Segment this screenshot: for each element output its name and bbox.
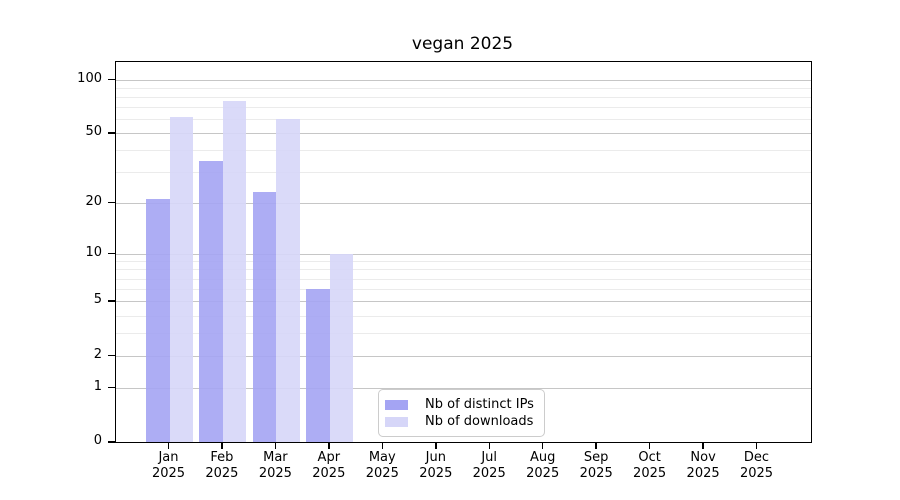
x-axis-tick-mark-nov (702, 442, 704, 449)
x-axis-tick-label-feb: Feb 2025 (205, 450, 239, 481)
y-axis-tick-mark-50 (108, 132, 115, 134)
y-axis-tick-label-50: 50 (85, 124, 102, 140)
x-axis-tick-label-dec: Dec 2025 (739, 450, 774, 481)
y-axis-tick-label-10: 10 (85, 244, 102, 260)
y-axis-tick-mark-10 (108, 252, 115, 255)
gridline-y-1 (116, 387, 811, 389)
gridline-y-3 (116, 333, 811, 335)
bar-nb-of-downloads-jan (169, 116, 193, 442)
gridline-y-80 (116, 96, 811, 98)
bar-nb-of-downloads-mar (276, 119, 300, 442)
chart-title: vegan 2025 (411, 34, 514, 54)
x-axis-tick-mark-jun (435, 442, 437, 449)
x-axis-tick-mark-may (381, 442, 384, 449)
gridline-y-70 (116, 107, 811, 109)
legend-item-downloads: Nb of downloads (385, 413, 544, 430)
x-axis-tick-mark-mar (274, 442, 277, 449)
x-axis-tick-mark-sep (595, 442, 597, 449)
gridline-y-60 (116, 119, 811, 121)
y-axis-tick-label-2: 2 (93, 346, 102, 362)
y-axis-tick-mark-0 (108, 441, 115, 443)
y-axis-tick-label-0: 0 (93, 433, 102, 448)
x-axis-tick-label-oct: Oct 2025 (633, 450, 667, 481)
x-axis-tick-label-aug: Aug 2025 (526, 450, 560, 481)
x-axis-tick-label-jun: Jun 2025 (419, 450, 453, 481)
gridline-y-30 (116, 172, 811, 174)
legend-swatch-downloads (385, 416, 408, 427)
y-axis-tick-mark-1 (108, 386, 115, 389)
bar-nb-of-downloads-feb (222, 100, 247, 442)
x-axis-tick-mark-jul (488, 442, 490, 449)
gridline-y-20 (116, 202, 811, 204)
gridline-y-10 (116, 253, 811, 255)
gridline-y-2 (116, 355, 811, 357)
y-axis-tick-mark-5 (108, 300, 115, 302)
gridline-y-90 (116, 87, 811, 89)
x-axis-tick-label-apr: Apr 2025 (312, 450, 346, 481)
x-axis-tick-mark-aug (541, 442, 544, 449)
y-axis-tick-label-1: 1 (93, 378, 102, 394)
x-axis-tick-mark-feb (221, 442, 223, 449)
legend: Nb of distinct IPs Nb of downloads (378, 389, 545, 437)
y-axis-tick-mark-100 (108, 78, 115, 80)
x-axis-tick-label-jan: Jan 2025 (151, 450, 186, 481)
x-axis-tick-label-jul: Jul 2025 (472, 450, 506, 481)
x-axis-tick-label-mar: Mar 2025 (258, 450, 292, 481)
x-axis-tick-mark-oct (648, 442, 651, 449)
x-axis-tick-mark-jan (167, 442, 170, 449)
gridline-y-5 (116, 301, 811, 303)
y-axis-tick-label-5: 5 (93, 292, 102, 308)
y-axis-tick-label-20: 20 (85, 193, 102, 209)
plot-area (115, 61, 812, 443)
x-axis-tick-label-nov: Nov 2025 (686, 450, 720, 481)
gridline-y-40 (116, 150, 811, 152)
gridline-y-50 (116, 133, 811, 135)
x-axis-tick-label-may: May 2025 (365, 450, 399, 481)
legend-label-distinct-ips: Nb of distinct IPs (425, 397, 534, 412)
y-axis-tick-mark-20 (108, 201, 115, 204)
gridline-y-7 (116, 278, 811, 280)
bar-nb-of-distinct-ips-apr (306, 289, 330, 442)
legend-item-distinct-ips: Nb of distinct IPs (385, 396, 544, 413)
gridline-y-6 (116, 289, 811, 291)
bar-nb-of-distinct-ips-jan (146, 199, 170, 442)
legend-label-downloads: Nb of downloads (425, 414, 534, 429)
y-axis-tick-label-100: 100 (77, 70, 102, 86)
legend-swatch-distinct-ips (385, 399, 408, 410)
gridline-y-9 (116, 261, 811, 263)
gridline-y-4 (116, 315, 811, 317)
gridline-y-100 (116, 79, 811, 81)
bar-nb-of-distinct-ips-mar (252, 192, 277, 442)
bar-nb-of-distinct-ips-feb (199, 160, 223, 442)
x-axis-tick-label-sep: Sep 2025 (579, 450, 613, 481)
y-axis-tick-mark-2 (108, 354, 115, 357)
bar-nb-of-downloads-apr (329, 253, 354, 442)
gridline-y-8 (116, 269, 811, 271)
x-axis-tick-mark-apr (328, 442, 330, 449)
x-axis-tick-mark-dec (755, 442, 758, 449)
